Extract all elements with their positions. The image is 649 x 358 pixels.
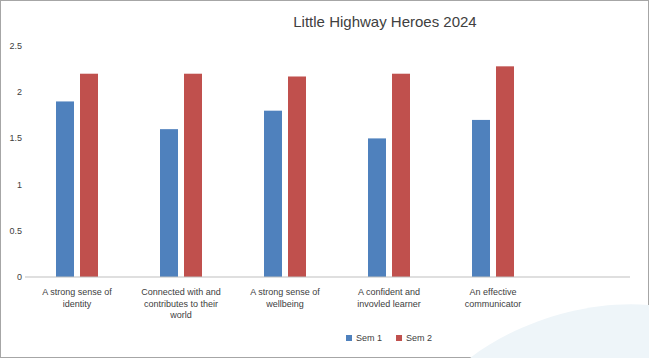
chart: Little Highway Heroes 2024 0 0.5 1 1.5 2 2.5 A … xyxy=(0,0,649,358)
y-tick xyxy=(23,277,25,278)
x-tick-label-line: world xyxy=(169,310,192,320)
x-tick-label: A confident and invovled learner xyxy=(357,287,421,309)
y-tick-label: 1 xyxy=(17,180,22,190)
bar xyxy=(184,74,202,277)
x-tick-label-line: contributes to their xyxy=(144,299,218,309)
bar xyxy=(56,101,74,277)
x-tick-label-line: A confident and xyxy=(358,287,420,297)
legend-swatch xyxy=(396,335,402,341)
x-tick-label-line: invovled learner xyxy=(357,299,421,309)
y-tick-label: 1.5 xyxy=(9,133,22,143)
bar xyxy=(368,138,386,277)
bar xyxy=(472,120,490,277)
y-tick-label: 0 xyxy=(17,272,22,282)
chart-frame xyxy=(1,1,649,358)
bar xyxy=(496,66,514,277)
bar xyxy=(264,111,282,277)
decoration xyxy=(470,304,649,358)
bars xyxy=(56,66,514,277)
x-tick-label-line: communicator xyxy=(465,299,522,309)
y-tick xyxy=(23,92,25,93)
y-tick xyxy=(23,46,25,47)
title: Little Highway Heroes 2024 xyxy=(293,13,476,30)
y-tick-label: 2 xyxy=(17,87,22,97)
x-tick-label-line: wellbeing xyxy=(265,299,304,309)
y-tick-label: 2.5 xyxy=(9,41,22,51)
y-tick xyxy=(23,184,25,185)
legend-label: Sem 2 xyxy=(406,333,432,343)
x-tick-label: An effective communicator xyxy=(465,287,522,309)
legend: Sem 1 Sem 2 xyxy=(346,333,432,343)
y-tick xyxy=(23,138,25,139)
x-tick-label: A strong sense of identity xyxy=(42,287,112,309)
x-tick-label-line: Connected with and xyxy=(141,287,221,297)
bar xyxy=(288,76,306,277)
x-tick-label-line: An effective xyxy=(470,287,517,297)
x-tick-label: A strong sense of wellbeing xyxy=(250,287,320,309)
y-tick-label: 0.5 xyxy=(9,226,22,236)
y-tick xyxy=(23,230,25,231)
bar xyxy=(160,129,178,277)
legend-swatch xyxy=(346,335,352,341)
bar xyxy=(80,74,98,277)
bar xyxy=(392,74,410,277)
legend-label: Sem 1 xyxy=(356,333,382,343)
x-tick-label-line: A strong sense of xyxy=(42,287,112,297)
x-tick-label-line: identity xyxy=(63,299,92,309)
x-tick-label-line: A strong sense of xyxy=(250,287,320,297)
x-tick-label: Connected with and contributes to theirwo… xyxy=(141,287,221,320)
x-axis xyxy=(25,277,630,278)
